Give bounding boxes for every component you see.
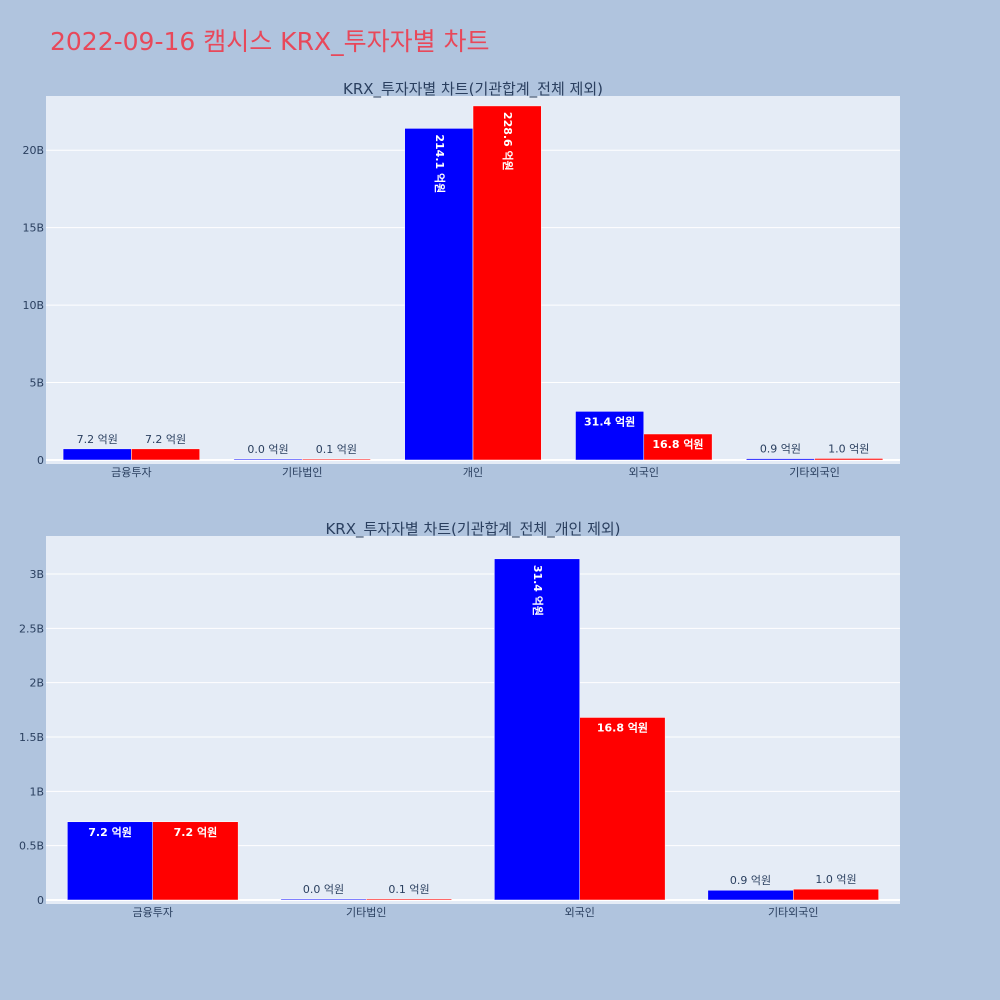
data-label: 16.8 억원 [597, 720, 648, 734]
bar[interactable] [746, 458, 815, 461]
bar[interactable] [67, 821, 153, 901]
bar[interactable] [707, 889, 794, 901]
data-label: 0.1 억원 [316, 443, 357, 456]
bar[interactable] [280, 898, 367, 901]
x-tick-label: 개인 [463, 466, 483, 479]
data-label: 0.9 억원 [760, 443, 801, 456]
bar[interactable] [579, 717, 666, 901]
bar[interactable] [131, 448, 200, 461]
bar[interactable] [233, 458, 303, 461]
bar[interactable] [152, 821, 239, 901]
data-label: 16.8 억원 [652, 437, 703, 451]
data-label: 228.6 억원 [501, 112, 515, 171]
bar[interactable] [366, 898, 452, 901]
chart-panel-1: 0 5B 10B 15B 20B KRX_투자자별 차트(기관합계_전체 제외) 금융투자 7… [22, 80, 900, 479]
x-tick-label: 기타외국인 [789, 466, 840, 479]
y-tick-label: 3B [29, 568, 44, 581]
bar[interactable] [575, 411, 645, 461]
y-tick-label: 0 [37, 454, 44, 467]
y-tick-label: 10B [22, 299, 44, 312]
x-tick-label: 금융투자 [133, 906, 173, 919]
y-tick-label: 2B [29, 677, 44, 690]
y-tick-label: 0 [37, 894, 44, 907]
x-tick-label: 외국인 [565, 906, 595, 919]
data-label: 7.2 억원 [88, 825, 132, 839]
data-label: 0.1 억원 [388, 883, 429, 896]
data-label: 1.0 억원 [828, 442, 869, 455]
bar[interactable] [472, 105, 542, 461]
chart-title: KRX_투자자별 차트(기관합계_전체_개인 제외) [325, 520, 620, 539]
y-tick-label: 2.5B [19, 622, 44, 635]
x-tick-label: 금융투자 [111, 466, 151, 479]
y-tick-label: 15B [22, 222, 44, 235]
data-label: 0.9 억원 [730, 874, 771, 887]
bar[interactable] [793, 888, 879, 901]
data-label: 31.4 억원 [584, 414, 635, 428]
y-tick-label: 1B [29, 785, 44, 798]
bar[interactable] [404, 128, 474, 461]
data-label: 0.0 억원 [303, 883, 344, 896]
data-label: 7.2 억원 [145, 433, 186, 446]
x-tick-label: 기타법인 [282, 466, 322, 479]
data-label: 7.2 억원 [77, 433, 118, 446]
y-tick-label: 20B [22, 144, 44, 157]
x-tick-label: 기타법인 [346, 906, 386, 919]
data-label: 0.0 억원 [247, 443, 288, 456]
x-tick-label: 외국인 [629, 466, 659, 479]
y-tick-label: 5B [29, 377, 44, 390]
y-tick-label: 0.5B [19, 840, 44, 853]
y-tick-label: 1.5B [19, 731, 44, 744]
data-label: 31.4 억원 [531, 565, 545, 616]
data-label: 214.1 억원 [433, 134, 447, 193]
x-tick-label: 기타외국인 [768, 906, 819, 919]
data-label: 7.2 억원 [174, 825, 218, 839]
page-title: 2022-09-16 캠시스 KRX_투자자별 차트 [50, 27, 490, 56]
chart-panel-2: 0 0.5B 1B 1.5B 2B 2.5B 3B KRX_투자자별 차트(기관합계_전체_개… [19, 520, 900, 919]
bar[interactable] [814, 458, 884, 461]
bar[interactable] [301, 458, 371, 461]
bar[interactable] [643, 433, 713, 461]
chart-title: KRX_투자자별 차트(기관합계_전체 제외) [343, 80, 603, 99]
data-label: 1.0 억원 [815, 873, 856, 886]
bar[interactable] [62, 448, 132, 461]
